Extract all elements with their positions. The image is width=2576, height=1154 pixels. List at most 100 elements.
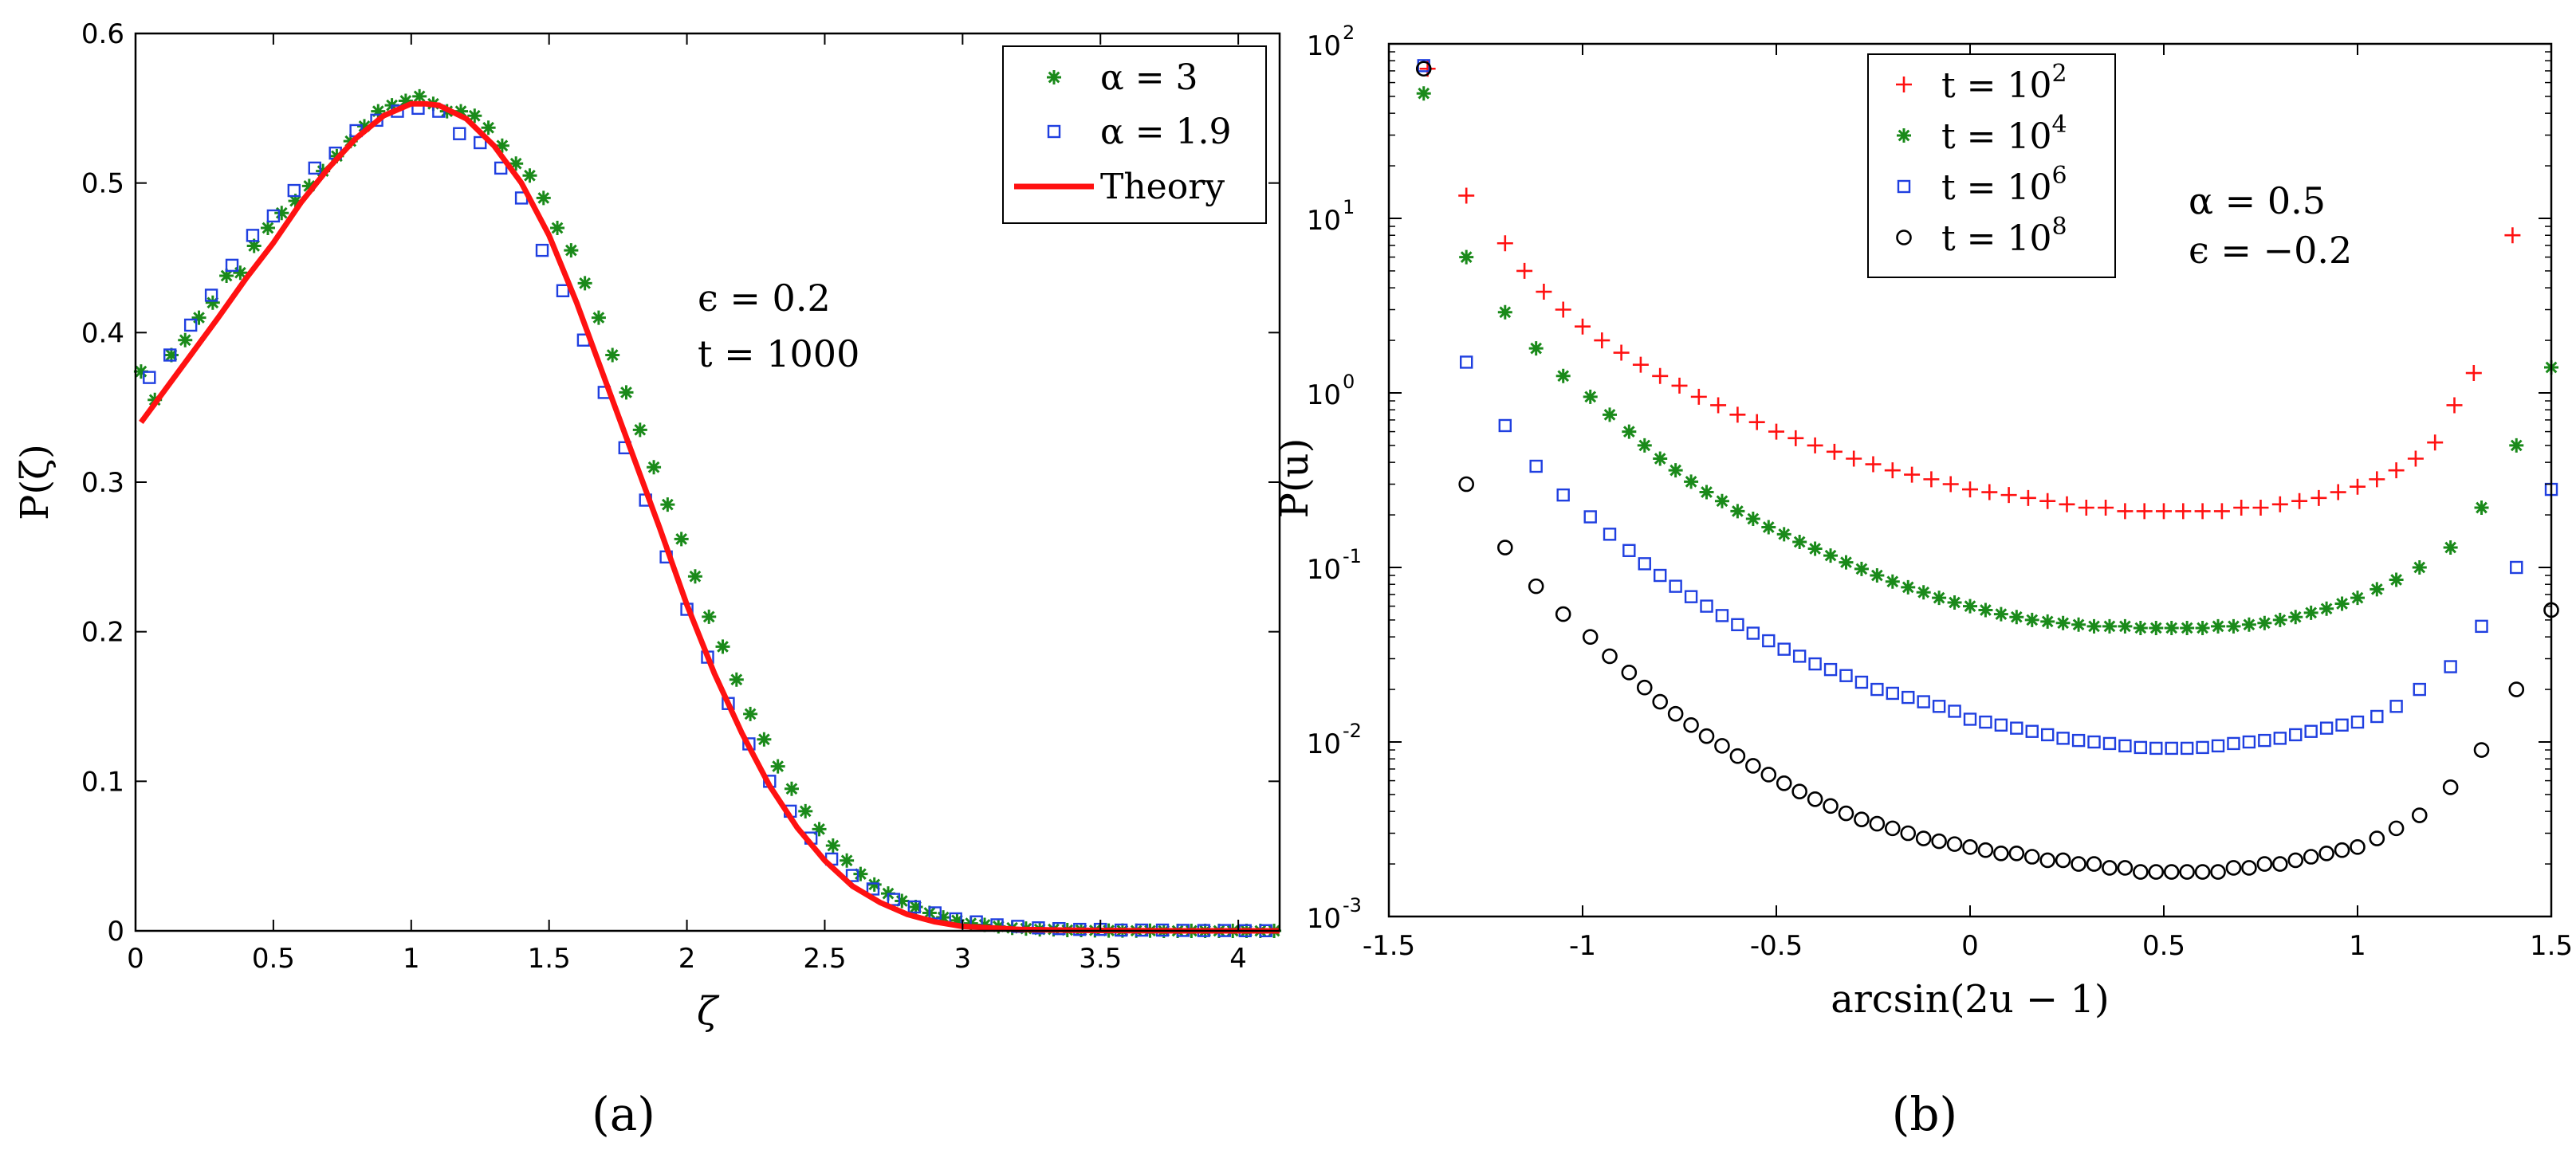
chart-b-point-s2-17	[1777, 642, 1791, 656]
chart-b-point-s3-17	[1776, 775, 1792, 791]
chart-b-point-s3-22	[1854, 811, 1870, 827]
chart-b-legend-base-t1e6: t = 10	[1941, 167, 2052, 208]
chart-a-point-s0-5	[205, 295, 220, 310]
chart-b-point-s0-41	[2252, 500, 2269, 516]
chart-b-point-s3-40	[2133, 864, 2149, 880]
chart-a-point-s1-4	[225, 258, 239, 273]
chart-b-point-s1-54	[2350, 591, 2365, 606]
chart-a-xtick-label-6: 3	[954, 943, 972, 975]
chart-a-ytick-label-0: 0	[107, 916, 124, 948]
chart-b-point-s1-7	[1622, 424, 1637, 439]
chart-b-point-s2-12	[1700, 599, 1713, 613]
chart-b-xtick-label-5: 1	[2349, 930, 2366, 962]
chart-b-legend-label-t1e8: t = 108	[1941, 213, 2067, 259]
chart-a-point-s0-41	[702, 609, 717, 624]
chart-a-point-s1-1	[163, 348, 177, 362]
chart-b-point-s3-54	[2350, 839, 2366, 855]
chart-b-point-s2-29	[1963, 712, 1977, 726]
chart-b-point-s1-8	[1637, 438, 1652, 453]
chart-b-point-s2-18	[1792, 650, 1807, 663]
chart-b-point-s0-52	[2465, 365, 2482, 382]
chart-b-point-s3-39	[2117, 860, 2134, 876]
chart-b-point-s3-16	[1760, 767, 1777, 783]
chart-b-point-s0-29	[2020, 489, 2036, 506]
chart-b-point-s1-1	[1459, 249, 1474, 265]
chart-a-legend-label-alpha19: α = 1.9	[1100, 112, 1232, 152]
chart-b-point-s0-19	[1826, 443, 1843, 460]
chart-a-panel-label: (a)	[592, 1087, 655, 1141]
chart-a-point-s0-56	[908, 899, 923, 914]
chart-b-point-s3-45	[2210, 864, 2226, 880]
chart-b-point-s0-22	[1884, 462, 1901, 479]
chart-b-point-s3-49	[2272, 856, 2288, 872]
chart-b-point-s1-44	[2195, 620, 2210, 635]
chart-a-point-s1-6	[266, 209, 281, 223]
chart-a-xtick-label-1: 0.5	[252, 943, 295, 975]
chart-a-point-s0-32	[577, 276, 592, 291]
chart-b-point-s1-57	[2412, 560, 2427, 575]
chart-b-point-s2-26	[1917, 695, 1930, 708]
chart-b-point-s2-42	[2165, 741, 2178, 756]
chart-a-point-s0-23	[454, 104, 469, 119]
chart-b-point-s0-8	[1613, 344, 1630, 361]
chart-b-point-s3-32	[2008, 845, 2025, 862]
chart-a-point-s1-36	[887, 893, 901, 906]
chart-a-ytick-label-6: 0.6	[81, 18, 124, 50]
chart-b-point-s1-9	[1653, 451, 1668, 466]
chart-b-point-s3-47	[2241, 860, 2257, 876]
chart-b-point-s0-47	[2369, 471, 2385, 488]
chart-a-point-s0-58	[936, 910, 951, 925]
chart-b-xtick-label-2: -0.5	[1750, 930, 1803, 962]
chart-b-point-s2-21	[1839, 669, 1853, 682]
chart-b-point-s1-53	[2334, 596, 2350, 611]
chart-b-point-s2-36	[2071, 733, 2086, 748]
chart-b-point-s0-31	[2059, 496, 2075, 512]
chart-a-point-s0-27	[509, 156, 524, 171]
chart-a-point-s0-19	[398, 93, 413, 108]
chart-b-point-s1-29	[1963, 599, 1977, 614]
chart-b-point-s1-25	[1901, 579, 1916, 595]
chart-b-point-s2-56	[2389, 700, 2403, 713]
chart-b-point-s2-7	[1622, 544, 1636, 557]
chart-b-point-s1-52	[2319, 601, 2334, 616]
chart-b-point-s2-40	[2134, 740, 2148, 755]
chart-a-point-s0-43	[729, 672, 744, 687]
chart-b-point-s2-54	[2350, 715, 2365, 729]
chart-b-point-s0-36	[2156, 503, 2172, 520]
chart-b-ytick-exponent-5: 2	[1343, 22, 1355, 44]
chart-b-ytick-label-4: 10	[1307, 205, 1341, 237]
chart-b-legend-exp-t1e6: 6	[2052, 162, 2067, 190]
chart-b-point-s3-44	[2194, 864, 2211, 880]
chart-b-point-s3-11	[1683, 716, 1699, 733]
chart-a-point-s1-37	[907, 900, 922, 914]
chart-a-point-s0-40	[687, 569, 702, 584]
chart-a-point-s1-2	[183, 318, 198, 332]
chart-b-ytick-label-3: 10	[1307, 379, 1341, 411]
chart-b-point-s1-47	[2241, 617, 2256, 632]
chart-a-point-s0-50	[825, 838, 840, 854]
chart-b-point-s2-44	[2196, 740, 2209, 755]
chart-a-ylabel: P(ζ)	[13, 444, 57, 520]
chart-b-point-s3-33	[2023, 849, 2040, 865]
chart-b-point-s3-20	[1823, 798, 1839, 814]
chart-a-point-s0-38	[660, 497, 675, 512]
chart-b-point-s1-56	[2389, 572, 2404, 587]
chart-b-point-s1-45	[2211, 618, 2226, 634]
chart-b-point-s1-34	[2040, 614, 2055, 629]
chart-b-point-s1-43	[2180, 620, 2195, 635]
chart-b-point-s3-1	[1458, 476, 1474, 493]
chart-b-point-s1-30	[1978, 603, 1993, 618]
chart-b-point-s1-18	[1792, 534, 1807, 549]
chart-b-xtick-label-3: 0	[1961, 930, 1979, 962]
chart-a-xtick-label-5: 2.5	[803, 943, 846, 975]
chart-b-point-s3-58	[2442, 779, 2459, 795]
chart-a-xtick-label-7: 3.5	[1079, 943, 1122, 975]
chart-b-point-s3-13	[1714, 738, 1730, 754]
chart-b-point-s1-32	[2009, 610, 2024, 625]
chart-b-point-s2-8	[1638, 557, 1651, 571]
chart-b-point-s0-35	[2136, 503, 2153, 520]
chart-a-point-s0-55	[895, 893, 910, 909]
chart-b-ytick-exponent-1: -2	[1343, 720, 1362, 742]
chart-b-point-s2-28	[1948, 705, 1961, 718]
chart-a-point-s0-24	[467, 108, 482, 124]
